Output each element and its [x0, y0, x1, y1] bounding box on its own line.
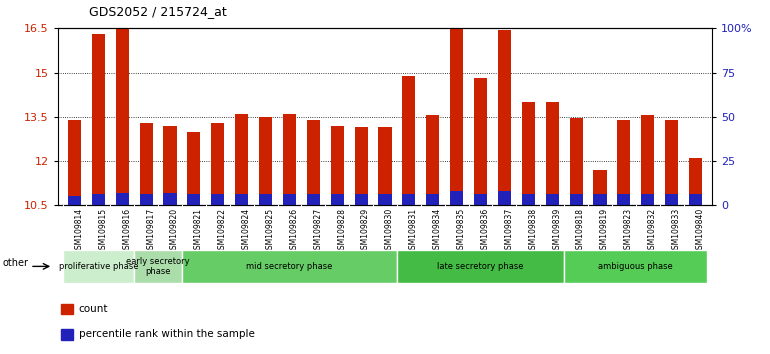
Text: GSM109819: GSM109819 [600, 207, 609, 254]
Bar [618, 120, 631, 205]
Bar [427, 115, 440, 205]
Bar [522, 102, 535, 205]
Text: GSM109825: GSM109825 [266, 207, 275, 254]
Text: GSM109830: GSM109830 [385, 207, 394, 254]
Text: GSM109824: GSM109824 [242, 207, 251, 254]
Bar [618, 194, 631, 205]
Bar [182, 250, 397, 283]
Text: GSM109828: GSM109828 [337, 207, 346, 253]
Bar [450, 191, 464, 205]
Bar [378, 127, 392, 205]
Text: GSM109820: GSM109820 [170, 207, 179, 254]
Bar [570, 194, 583, 205]
Text: GSM109840: GSM109840 [695, 207, 705, 254]
Text: GSM109839: GSM109839 [552, 207, 561, 254]
Text: late secretory phase: late secretory phase [437, 262, 524, 271]
Text: GSM109818: GSM109818 [576, 207, 585, 253]
Text: GSM109833: GSM109833 [671, 207, 681, 254]
Bar [450, 28, 464, 205]
Text: GSM109817: GSM109817 [146, 207, 155, 254]
Text: ambiguous phase: ambiguous phase [598, 262, 673, 271]
Bar [546, 102, 559, 205]
Bar [474, 79, 487, 205]
Text: other: other [3, 258, 29, 268]
Bar [474, 194, 487, 205]
Text: mid secretory phase: mid secretory phase [246, 262, 333, 271]
Text: GSM109832: GSM109832 [648, 207, 657, 254]
Text: GSM109838: GSM109838 [528, 207, 537, 254]
Text: GSM109836: GSM109836 [480, 207, 490, 254]
Bar [498, 30, 511, 205]
Bar [92, 34, 105, 205]
Bar [689, 158, 702, 205]
Text: GSM109837: GSM109837 [504, 207, 514, 254]
Bar [259, 117, 272, 205]
Bar [139, 194, 152, 205]
Text: GDS2052 / 215724_at: GDS2052 / 215724_at [89, 5, 226, 18]
Bar [427, 194, 440, 205]
Text: GSM109829: GSM109829 [361, 207, 370, 254]
Bar [61, 329, 73, 339]
Text: percentile rank within the sample: percentile rank within the sample [79, 329, 255, 339]
Bar [139, 123, 152, 205]
Bar [235, 194, 248, 205]
Text: GSM109826: GSM109826 [290, 207, 299, 254]
Bar [570, 118, 583, 205]
Bar [641, 194, 654, 205]
Text: proliferative phase: proliferative phase [59, 262, 138, 271]
Bar [62, 250, 134, 283]
Bar [187, 132, 200, 205]
Text: count: count [79, 304, 109, 314]
Bar [330, 126, 343, 205]
Bar [397, 250, 564, 283]
Bar [134, 250, 182, 283]
Bar [330, 194, 343, 205]
Bar [594, 170, 607, 205]
Bar [306, 194, 320, 205]
Bar [211, 123, 224, 205]
Text: GSM109823: GSM109823 [624, 207, 633, 254]
Bar [378, 194, 392, 205]
Text: GSM109835: GSM109835 [457, 207, 466, 254]
Bar [665, 120, 678, 205]
Text: GSM109814: GSM109814 [75, 207, 83, 254]
Text: GSM109815: GSM109815 [99, 207, 107, 254]
Bar [163, 126, 176, 205]
Text: GSM109822: GSM109822 [218, 207, 227, 253]
Bar [522, 194, 535, 205]
Bar [665, 194, 678, 205]
Bar [402, 75, 416, 205]
Text: GSM109831: GSM109831 [409, 207, 418, 254]
Bar [641, 115, 654, 205]
Text: GSM109827: GSM109827 [313, 207, 323, 254]
Bar [211, 194, 224, 205]
Bar [116, 193, 129, 205]
Bar [689, 194, 702, 205]
Bar [283, 114, 296, 205]
Bar [235, 114, 248, 205]
Bar [92, 194, 105, 205]
Bar [354, 194, 368, 205]
Bar [594, 194, 607, 205]
Bar [564, 250, 708, 283]
Bar [259, 194, 272, 205]
Text: GSM109821: GSM109821 [194, 207, 203, 253]
Bar [354, 127, 368, 205]
Bar [402, 194, 416, 205]
Bar [546, 194, 559, 205]
Text: early secretory
phase: early secretory phase [126, 257, 190, 276]
Bar [498, 191, 511, 205]
Bar [306, 120, 320, 205]
Text: GSM109816: GSM109816 [122, 207, 131, 254]
Bar [283, 194, 296, 205]
Bar [187, 194, 200, 205]
Bar [68, 196, 81, 205]
Bar [68, 120, 81, 205]
Bar [61, 303, 73, 314]
Bar [163, 193, 176, 205]
Text: GSM109834: GSM109834 [433, 207, 442, 254]
Bar [116, 28, 129, 205]
